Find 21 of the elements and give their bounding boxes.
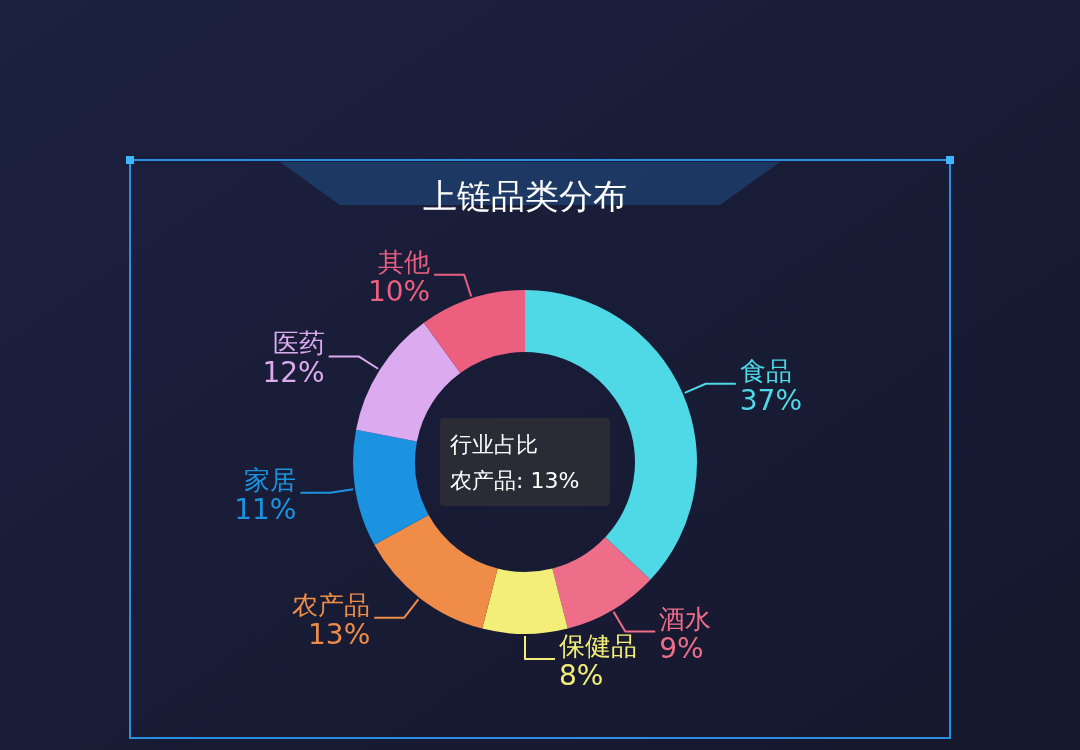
donut-slice [374,514,498,629]
data-label: 11% [234,492,297,526]
slice-label: 医药 [272,328,325,359]
slice-label: 酒水 [659,603,712,634]
slice-label: 食品 [739,355,792,386]
data-label: 13% [308,617,371,651]
donut-slice [482,568,568,634]
slice-label: 农产品 [292,589,371,620]
slice-label: 家居 [244,464,297,495]
text: 行业占比 [450,432,538,457]
donut-slice [353,429,429,545]
slice-label: 其他 [378,246,431,277]
slice-label: 保健品 [559,631,637,661]
chart-title: 上链品类分布 [423,176,627,216]
data-label: 37% [739,383,803,417]
data-label: 9% [659,631,704,665]
data-label: 8% [559,659,604,692]
donut-slice [552,537,651,629]
data-label: 12% [262,356,325,390]
data-label: 10% [367,274,431,308]
text: 农产品: 13% [450,468,580,493]
